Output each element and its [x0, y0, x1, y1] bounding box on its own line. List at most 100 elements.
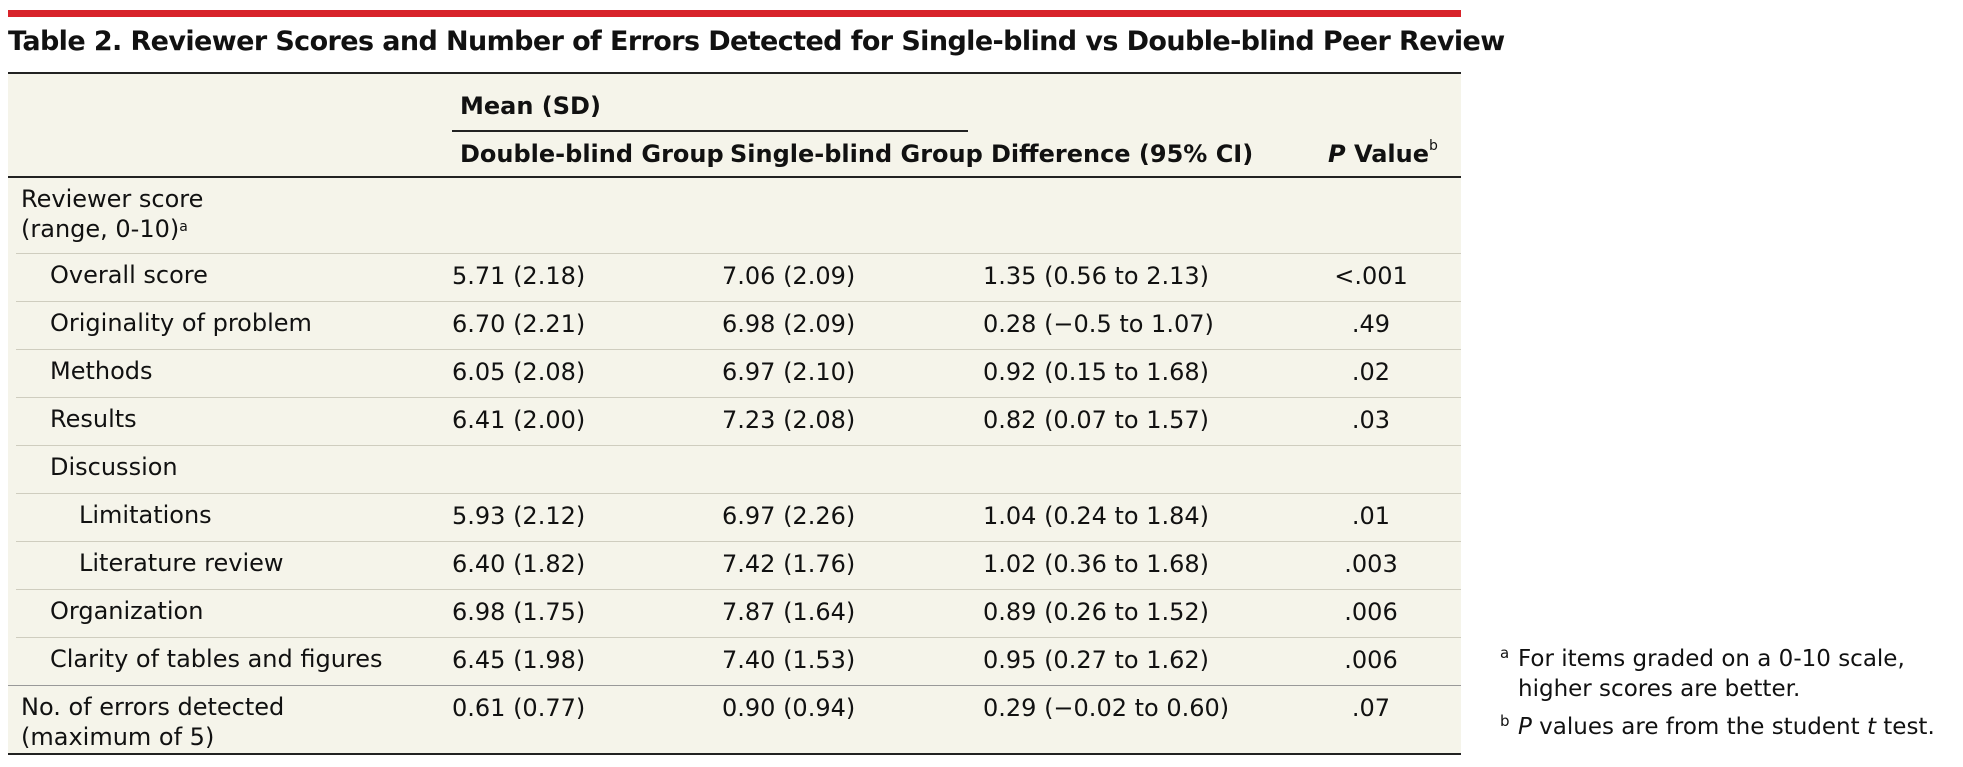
row-separator [16, 589, 1461, 590]
table-title: Table 2. Reviewer Scores and Number of E… [8, 26, 1505, 57]
row-label: No. of errors detected (maximum of 5) [21, 692, 284, 752]
difference-value: 0.92 (0.15 to 1.68) [983, 358, 1210, 386]
p-value: .003 [1344, 550, 1398, 578]
difference-value: 1.04 (0.24 to 1.84) [983, 502, 1210, 530]
table-row: Reviewer score (range, 0-10)a [8, 178, 1461, 254]
table-row: No. of errors detected (maximum of 5) 0.… [8, 686, 1461, 760]
difference-value: 0.95 (0.27 to 1.62) [983, 646, 1210, 674]
table-row: Limitations 5.93 (2.12) 6.97 (2.26) 1.04… [8, 494, 1461, 542]
header-p-value: P Valueb [1328, 138, 1438, 168]
row-label: Reviewer score (range, 0-10)a [21, 184, 203, 244]
single-blind-value: 7.06 (2.09) [722, 262, 856, 290]
single-blind-value: 7.23 (2.08) [722, 406, 856, 434]
footnote-b-p: P [1518, 714, 1532, 740]
p-value: .02 [1351, 358, 1391, 386]
single-blind-value: 7.87 (1.64) [722, 598, 856, 626]
header-group-mean-sd: Mean (SD) [452, 92, 968, 132]
table-row: Literature review 6.40 (1.82) 7.42 (1.76… [8, 542, 1461, 590]
header-p-sup: b [1429, 138, 1438, 154]
double-blind-value: 6.41 (2.00) [452, 406, 586, 434]
row-label: Results [50, 405, 137, 433]
table-body: Reviewer score (range, 0-10)a Overall sc… [8, 178, 1461, 760]
row-separator [16, 253, 1461, 254]
header-group-label: Mean (SD) [460, 92, 601, 120]
row-label: Methods [50, 357, 153, 385]
single-blind-value: 6.97 (2.26) [722, 502, 856, 530]
table-row: Originality of problem 6.70 (2.21) 6.98 … [8, 302, 1461, 350]
row-label: Originality of problem [50, 309, 312, 337]
footnote-a: a For items graded on a 0-10 scale, high… [1500, 644, 1960, 704]
double-blind-value: 5.71 (2.18) [452, 262, 586, 290]
difference-value: 0.28 (−0.5 to 1.07) [983, 310, 1214, 338]
p-value: <.001 [1334, 262, 1408, 290]
row-label: Overall score [50, 261, 208, 289]
difference-value: 1.02 (0.36 to 1.68) [983, 550, 1210, 578]
header-single-blind: Single-blind Group [730, 140, 983, 168]
table-row: Organization 6.98 (1.75) 7.87 (1.64) 0.8… [8, 590, 1461, 638]
row-separator [16, 349, 1461, 350]
footnote-a-line1: For items graded on a 0-10 scale, [1518, 646, 1905, 672]
table-header: Mean (SD) Double-blind Group Single-blin… [8, 74, 1461, 178]
row-label-line1: Reviewer score [21, 185, 204, 213]
p-value: .006 [1344, 646, 1398, 674]
row-label: Discussion [50, 453, 178, 481]
top-accent-rule [8, 10, 1461, 17]
double-blind-value: 6.45 (1.98) [452, 646, 586, 674]
row-separator [16, 493, 1461, 494]
double-blind-value: 5.93 (2.12) [452, 502, 586, 530]
footnote-b-end: test. [1875, 714, 1935, 740]
table-row: Results 6.41 (2.00) 7.23 (2.08) 0.82 (0.… [8, 398, 1461, 446]
p-value: .07 [1351, 694, 1391, 722]
double-blind-value: 6.98 (1.75) [452, 598, 586, 626]
header-p-italic: P [1328, 140, 1346, 168]
table-row: Clarity of tables and figures 6.45 (1.98… [8, 638, 1461, 686]
row-label-sup: a [179, 219, 188, 235]
p-value: .49 [1351, 310, 1391, 338]
row-label-line2-text: (range, 0-10) [21, 215, 180, 243]
header-difference: Difference (95% CI) [991, 140, 1254, 168]
row-separator [16, 637, 1461, 638]
table-row: Methods 6.05 (2.08) 6.97 (2.10) 0.92 (0.… [8, 350, 1461, 398]
single-blind-value: 7.40 (1.53) [722, 646, 856, 674]
row-label: Literature review [79, 549, 284, 577]
row-label-line2: (maximum of 5) [21, 723, 215, 751]
double-blind-value: 6.70 (2.21) [452, 310, 586, 338]
row-separator [16, 541, 1461, 542]
single-blind-value: 6.98 (2.09) [722, 310, 856, 338]
single-blind-value: 6.97 (2.10) [722, 358, 856, 386]
difference-value: 0.82 (0.07 to 1.57) [983, 406, 1210, 434]
footnote-b-mark: b [1500, 712, 1510, 730]
difference-value: 0.89 (0.26 to 1.52) [983, 598, 1210, 626]
row-label: Limitations [79, 501, 212, 529]
double-blind-value: 6.40 (1.82) [452, 550, 586, 578]
p-value: .03 [1351, 406, 1391, 434]
row-separator [16, 445, 1461, 446]
footnote-a-line2: higher scores are better. [1518, 676, 1801, 702]
row-label-line1: No. of errors detected [21, 693, 285, 721]
footnote-a-mark: a [1500, 644, 1510, 662]
footnote-b-t: t [1866, 714, 1876, 740]
p-value: .006 [1344, 598, 1398, 626]
footnote-b: b P values are from the student t test. [1500, 712, 1960, 742]
footnote-b-line: P values are from the student t test. [1518, 712, 1960, 742]
table-footnotes: a For items graded on a 0-10 scale, high… [1500, 644, 1960, 750]
row-label: Organization [50, 597, 204, 625]
double-blind-value: 6.05 (2.08) [452, 358, 586, 386]
header-double-blind: Double-blind Group [460, 140, 724, 168]
row-separator [8, 685, 1461, 686]
table-row: Discussion [8, 446, 1461, 494]
header-p-rest: Value [1345, 140, 1429, 168]
single-blind-value: 7.42 (1.76) [722, 550, 856, 578]
title-rule [8, 72, 1461, 74]
table-row: Overall score 5.71 (2.18) 7.06 (2.09) 1.… [8, 254, 1461, 302]
row-label: Clarity of tables and figures [50, 645, 383, 673]
p-value: .01 [1351, 502, 1391, 530]
single-blind-value: 0.90 (0.94) [722, 694, 856, 722]
data-table: Mean (SD) Double-blind Group Single-blin… [8, 74, 1461, 755]
difference-value: 1.35 (0.56 to 2.13) [983, 262, 1210, 290]
double-blind-value: 0.61 (0.77) [452, 694, 586, 722]
difference-value: 0.29 (−0.02 to 0.60) [983, 694, 1230, 722]
row-separator [16, 301, 1461, 302]
row-label-line2: (range, 0-10)a [21, 214, 203, 244]
row-separator [16, 397, 1461, 398]
